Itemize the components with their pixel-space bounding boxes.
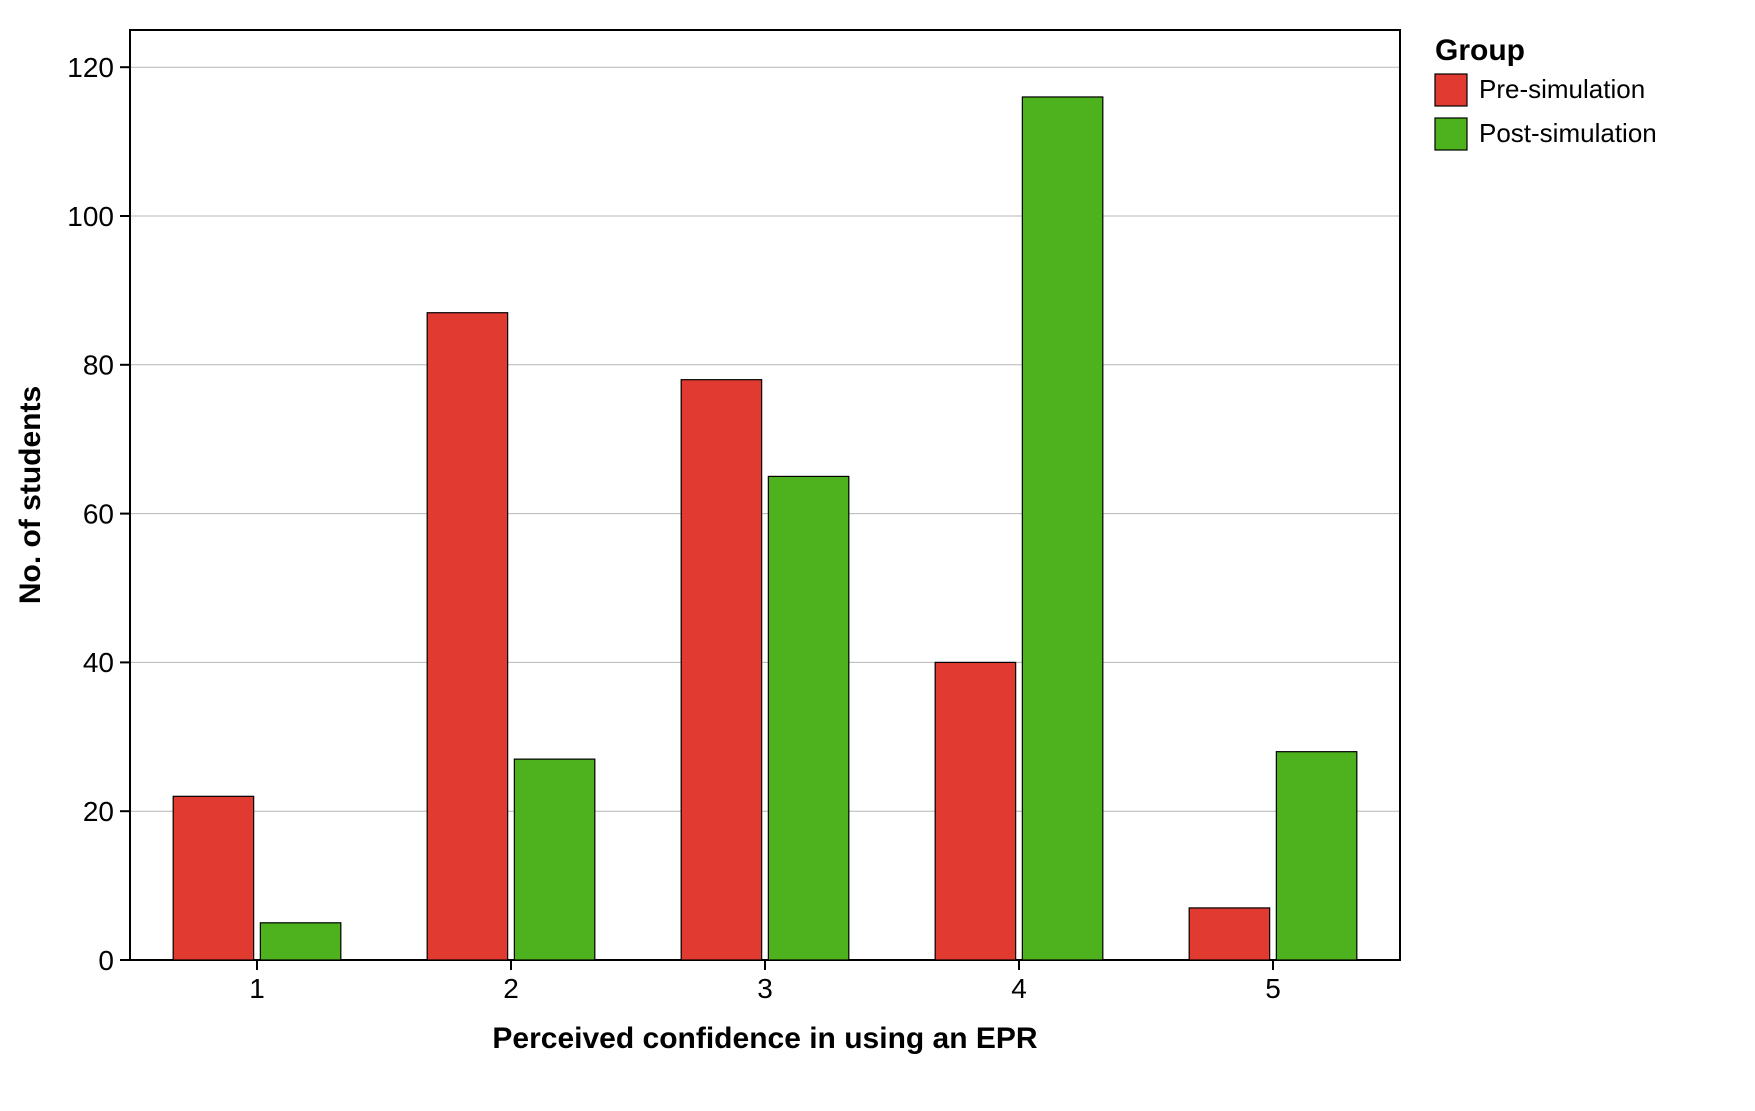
y-tick-label: 80	[83, 350, 114, 381]
y-tick-label: 100	[67, 201, 114, 232]
legend-item-label: Post-simulation	[1479, 118, 1657, 148]
y-tick-label: 60	[83, 498, 114, 529]
legend-title: Group	[1435, 34, 1525, 67]
x-tick-label: 2	[503, 973, 519, 1004]
x-tick-label: 3	[757, 973, 773, 1004]
bar	[514, 759, 594, 960]
chart-svg: 1 2 3 4 5 0 20 40 60 80 100 120 Perceived confidence…	[0, 0, 1755, 1111]
bar	[768, 476, 848, 960]
bar	[1276, 752, 1356, 960]
bar	[173, 796, 253, 960]
bar	[681, 380, 761, 960]
x-tick-label: 4	[1011, 973, 1027, 1004]
legend-swatch	[1435, 74, 1467, 106]
bar	[427, 313, 507, 960]
bar	[260, 923, 340, 960]
bar	[1022, 97, 1102, 960]
legend-swatch	[1435, 118, 1467, 150]
x-axis-title: Perceived confidence in using an EPR	[492, 1022, 1037, 1055]
y-axis-title: No. of students	[14, 386, 47, 604]
y-tick-label: 20	[83, 796, 114, 827]
y-tick-label: 120	[67, 52, 114, 83]
bar	[935, 662, 1015, 960]
x-tick-label: 5	[1265, 973, 1281, 1004]
x-tick-label: 1	[249, 973, 265, 1004]
chart-container: 1 2 3 4 5 0 20 40 60 80 100 120 Perceived confidence…	[0, 0, 1755, 1111]
bar	[1189, 908, 1269, 960]
legend-item-label: Pre-simulation	[1479, 74, 1645, 104]
y-tick-label: 0	[98, 945, 114, 976]
y-tick-label: 40	[83, 647, 114, 678]
